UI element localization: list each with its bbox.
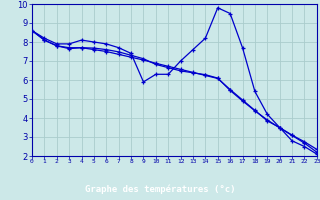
Text: Graphe des températures (°c): Graphe des températures (°c) xyxy=(85,184,235,194)
